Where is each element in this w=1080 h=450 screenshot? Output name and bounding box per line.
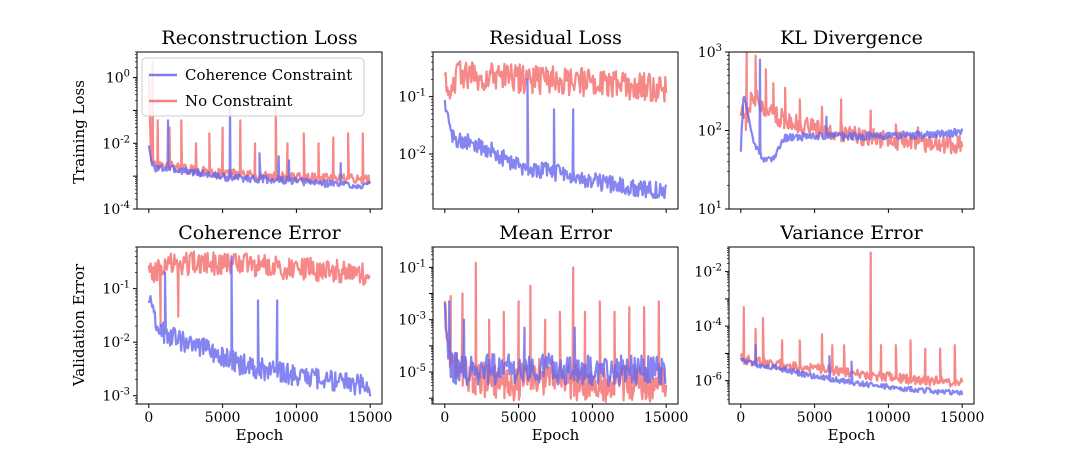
panel-mean-error: 0 5000 10000 15000 10-5 10-3 10-1 Mean Error Epo… [398, 222, 688, 444]
y-tick-label: 10-6 [694, 372, 722, 390]
x-tick-label: 0 [144, 410, 153, 426]
x-axis-label: Epoch [828, 426, 876, 444]
y-tick-label: 10-2 [102, 134, 130, 152]
panel-variance-error: 0 5000 10000 15000 10-6 10-4 10-2 Variance Erro… [694, 222, 984, 444]
row-ylabel-training: Training Loss [70, 80, 88, 184]
y-tick-label: 102 [698, 122, 722, 140]
panel-coherence-error: 0 5000 10000 15000 10-3 10-2 10-1 Coherence Err… [102, 222, 392, 444]
axes-frame [432, 51, 679, 210]
legend: Coherence Constraint No Constraint [141, 57, 365, 117]
x-tick-label: 10000 [274, 410, 319, 426]
x-tick-label: 5000 [797, 410, 833, 426]
x-tick-label: 15000 [940, 410, 985, 426]
x-tick-label: 10000 [866, 410, 911, 426]
y-tick-label: 10-3 [102, 387, 130, 405]
series-line-no-constraint [739, 52, 964, 155]
y-tick-label: 103 [698, 43, 722, 61]
panel-title: Mean Error [499, 222, 613, 244]
series-line-coherence-constraint [739, 58, 964, 163]
series-line-coherence-constraint [443, 78, 668, 200]
series-line-coherence-constraint [147, 99, 372, 190]
series-line-no-constraint [147, 60, 372, 186]
series-line-no-constraint [443, 60, 668, 103]
x-tick-label: 5000 [205, 410, 241, 426]
panel-title: Reconstruction Loss [161, 27, 357, 49]
y-tick-label: 101 [698, 200, 722, 218]
series-line-no-constraint [739, 251, 964, 388]
axes-frame [136, 246, 383, 405]
x-tick-label: 15000 [644, 410, 689, 426]
y-tick-label: 100 [106, 69, 130, 87]
legend-label-no-constraint: No Constraint [185, 92, 292, 110]
panel-title: Coherence Error [178, 222, 341, 244]
y-tick-label: 10-2 [694, 263, 722, 281]
panel-title: Residual Loss [489, 27, 622, 49]
y-tick-label: 10-2 [102, 333, 130, 351]
y-tick-label: 10-2 [398, 145, 426, 163]
x-axis-label: Epoch [236, 426, 284, 444]
panel-title: KL Divergence [780, 27, 923, 49]
panel-kl-divergence: 101 102 103 KL Divergence [698, 27, 975, 218]
x-tick-label: 10000 [570, 410, 615, 426]
row-ylabel-validation: Validation Error [70, 263, 88, 387]
series-line-coherence-constraint [739, 344, 964, 396]
axes-frame [728, 246, 975, 405]
y-tick-label: 10-4 [102, 200, 130, 218]
x-tick-label: 0 [736, 410, 745, 426]
y-tick-label: 10-1 [398, 88, 426, 106]
y-tick-label: 10-1 [102, 280, 130, 298]
series-line-no-constraint [443, 261, 668, 403]
axes-frame [136, 51, 383, 210]
x-axis-label: Epoch [532, 426, 580, 444]
x-tick-label: 0 [440, 410, 449, 426]
x-tick-label: 5000 [501, 410, 537, 426]
x-tick-label: 15000 [348, 410, 393, 426]
y-tick-label: 10-1 [398, 258, 426, 276]
y-tick-label: 10-3 [398, 311, 426, 329]
legend-box [141, 57, 365, 117]
series-line-coherence-constraint [443, 300, 667, 387]
y-tick-label: 10-5 [398, 363, 426, 381]
panel-residual-loss: 10-2 10-1 Residual Loss [398, 27, 679, 213]
legend-label-coherence-constraint: Coherence Constraint [185, 66, 352, 84]
panel-reconstruction-loss: 10-4 10-2 100 Reconstruction Loss [102, 27, 383, 218]
series-line-no-constraint [147, 250, 371, 328]
panel-title: Variance Error [779, 222, 923, 244]
y-tick-label: 10-4 [694, 317, 722, 335]
series-line-coherence-constraint [147, 255, 372, 397]
